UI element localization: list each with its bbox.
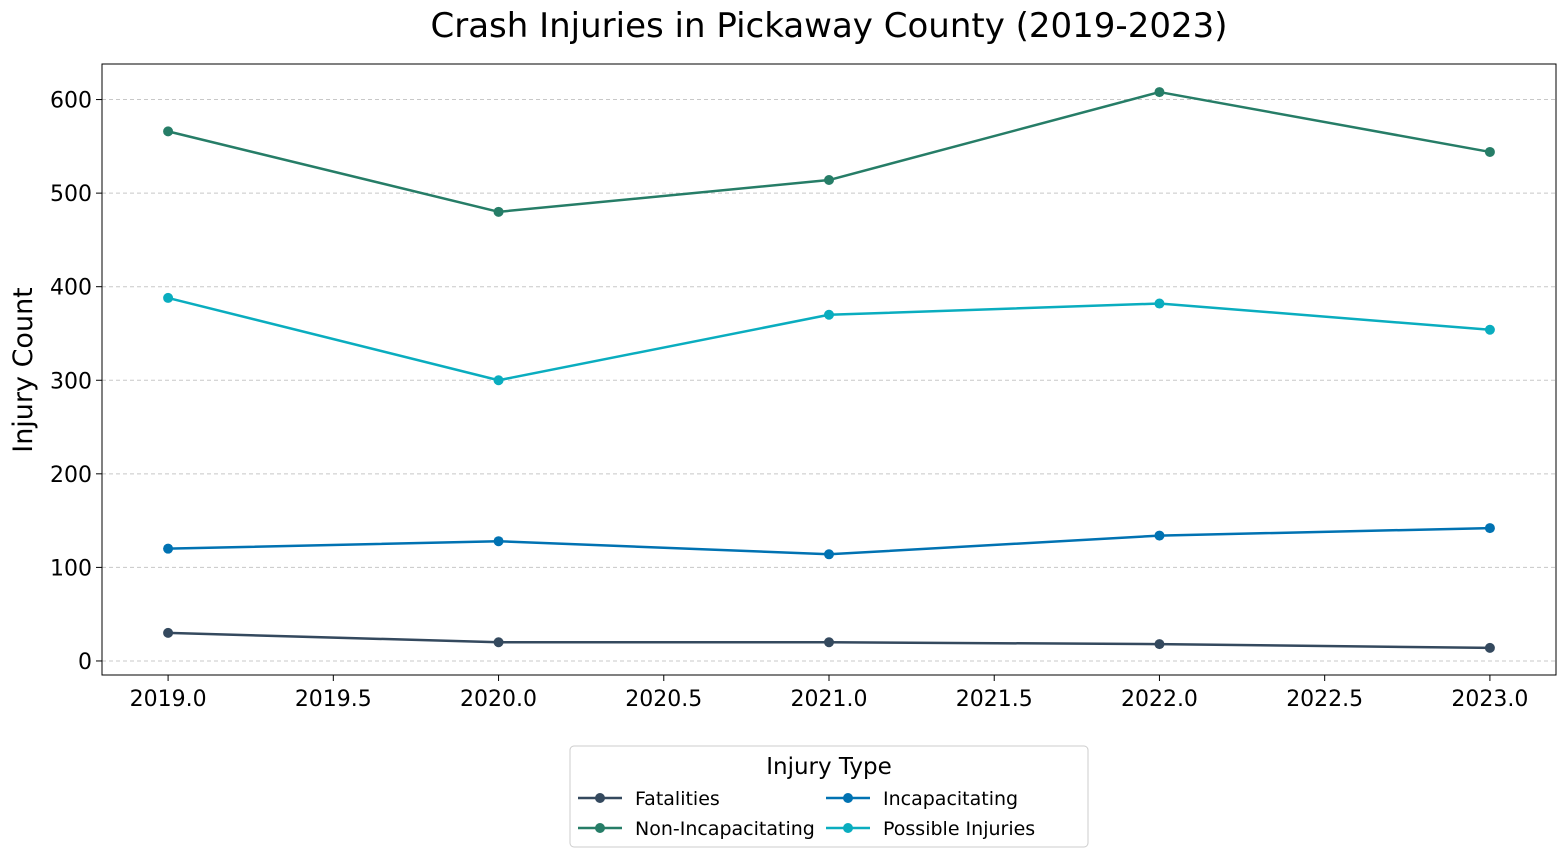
gridlines: [102, 99, 1556, 662]
data-point: [824, 637, 834, 648]
series-line: [167, 90, 1491, 214]
x-axis-ticks: 2019.0 2019.5 2020.0 2020.5 2021.0 2021.5 2022…: [130, 675, 1528, 712]
legend-label: Incapacitating: [883, 788, 1018, 810]
y-axis-ticks: 0 100 200 300 400 500 600: [50, 89, 102, 675]
data-point: [824, 309, 834, 320]
data-point: [493, 536, 504, 547]
x-tick-label: 2023.0: [1451, 687, 1528, 712]
series-incapacitating: [163, 523, 1495, 560]
data-point: [493, 375, 504, 386]
legend-label: Non-Incapacitating: [635, 818, 815, 840]
data-point: [1154, 530, 1165, 541]
series-fatalities: [163, 627, 1495, 653]
x-tick-label: 2020.0: [460, 687, 537, 712]
data-point: [1154, 298, 1165, 309]
data-point: [1154, 87, 1165, 98]
data-point: [493, 206, 504, 217]
legend-swatch-marker: [843, 793, 853, 803]
data-point: [493, 637, 504, 648]
x-tick-label: 2021.0: [791, 687, 868, 712]
legend-label: Fatalities: [635, 788, 720, 810]
series-possible-injuries: [163, 292, 1495, 386]
y-tick-label: 0: [78, 650, 92, 675]
data-point: [824, 549, 834, 560]
legend-frame: [569, 745, 1089, 848]
series-non-incapacitating: [163, 87, 1495, 217]
data-point: [163, 126, 174, 137]
y-tick-label: 600: [50, 89, 92, 114]
plot-area-frame: [101, 63, 1557, 676]
legend: Injury Type Fatalities Incapacitating Non-…: [569, 745, 1089, 848]
y-tick-label: 100: [50, 556, 92, 581]
data-point: [1154, 639, 1165, 650]
legend-item: Incapacitating: [826, 788, 1018, 810]
data-point: [163, 543, 174, 554]
legend-label: Possible Injuries: [883, 818, 1035, 840]
series-layer: [163, 87, 1495, 653]
data-point: [1484, 146, 1495, 157]
x-tick-label: 2019.5: [295, 687, 372, 712]
legend-item: Non-Incapacitating: [578, 818, 815, 840]
y-tick-label: 200: [50, 463, 92, 488]
legend-item: Fatalities: [578, 788, 720, 810]
data-point: [1484, 523, 1495, 534]
data-point: [1484, 642, 1495, 653]
x-tick-label: 2020.5: [625, 687, 702, 712]
y-axis-label: Injury Count: [8, 287, 39, 453]
x-tick-label: 2021.5: [956, 687, 1033, 712]
legend-title: Injury Type: [766, 754, 892, 780]
legend-item: Possible Injuries: [826, 818, 1035, 840]
x-tick-label: 2022.5: [1286, 687, 1363, 712]
y-tick-label: 300: [50, 369, 92, 394]
data-point: [163, 292, 174, 303]
x-tick-label: 2022.0: [1121, 687, 1198, 712]
legend-items: Fatalities Incapacitating Non-Incapacitati…: [578, 788, 1035, 840]
y-tick-label: 500: [50, 182, 92, 207]
chart-title: Crash Injuries in Pickaway County (2019-…: [430, 6, 1227, 46]
y-tick-label: 400: [50, 276, 92, 301]
data-point: [163, 627, 174, 638]
legend-swatch-marker: [843, 823, 853, 833]
data-point: [824, 175, 834, 186]
data-point: [1484, 324, 1495, 335]
legend-swatch-marker: [595, 823, 605, 833]
x-tick-label: 2019.0: [130, 687, 207, 712]
legend-swatch-marker: [595, 793, 605, 803]
